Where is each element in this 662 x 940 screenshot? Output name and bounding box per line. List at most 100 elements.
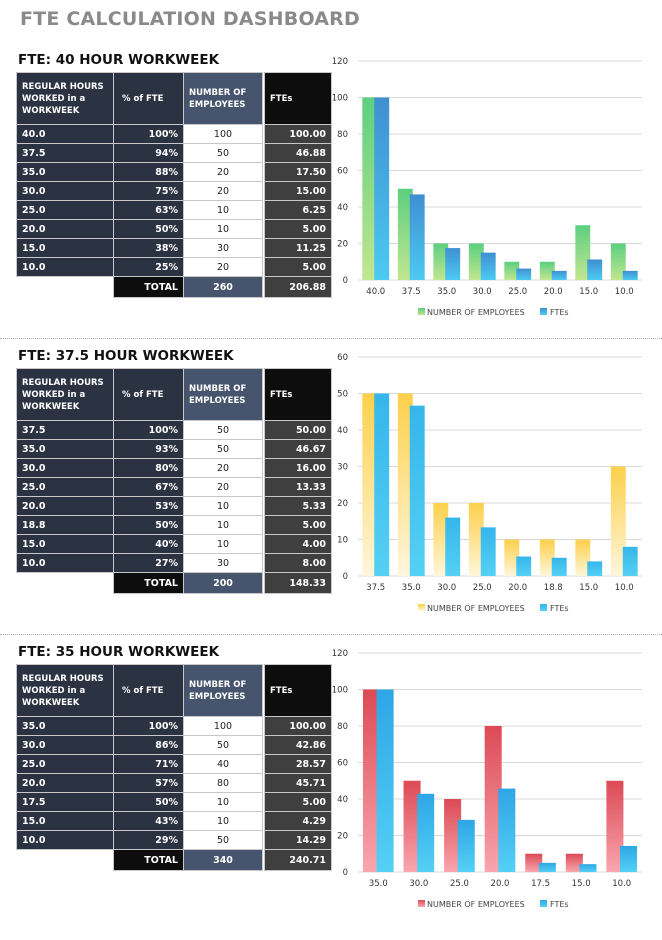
employees-cell[interactable]: 10 [183, 811, 263, 831]
employees-cell[interactable]: 40 [183, 754, 263, 774]
fte-bar [516, 556, 532, 576]
fte-bar [620, 845, 638, 872]
percent-cell: 50% [113, 515, 184, 535]
employees-cell[interactable]: 20 [183, 257, 263, 277]
fte-table: REGULAR HOURS WORKED in a WORKWEEK% of F… [16, 664, 332, 871]
hours-cell: 18.8 [16, 515, 114, 535]
fte-bar [376, 689, 394, 872]
y-tick-label: 100 [332, 94, 348, 104]
column-header: REGULAR HOURS WORKED in a WORKWEEK [16, 368, 114, 421]
y-tick-label: 60 [337, 353, 348, 363]
employees-cell[interactable]: 50 [183, 143, 263, 163]
employees-cell[interactable]: 30 [183, 238, 263, 258]
ftes-cell: 5.00 [264, 257, 332, 277]
ftes-cell: 11.25 [264, 238, 332, 258]
ftes-cell: 5.33 [264, 496, 332, 516]
gap [262, 773, 265, 793]
y-tick-label: 50 [337, 390, 348, 400]
gap [262, 849, 265, 871]
x-tick-label: 30.0 [409, 879, 428, 889]
gap [262, 276, 265, 298]
y-tick-label: 20 [337, 499, 348, 509]
employees-cell[interactable]: 20 [183, 477, 263, 497]
table-header-row: REGULAR HOURS WORKED in a WORKWEEK% of F… [16, 664, 332, 717]
employees-cell[interactable]: 100 [183, 124, 263, 144]
gap [262, 162, 265, 182]
employees-bar [610, 466, 626, 576]
employees-bar [403, 780, 421, 872]
x-tick-label: 20.0 [491, 879, 510, 889]
table-row: 10.0 29% 50 14.29 [16, 830, 332, 850]
fte-bar [457, 819, 475, 872]
percent-cell: 63% [113, 200, 184, 220]
gap [262, 238, 265, 258]
table-row: 37.5 94% 50 46.88 [16, 143, 332, 163]
hours-cell: 30.0 [16, 735, 114, 755]
section-title: FTE: 37.5 HOUR WORKWEEK [18, 348, 234, 364]
employees-cell[interactable]: 50 [183, 735, 263, 755]
ftes-cell: 13.33 [264, 477, 332, 497]
ftes-cell: 15.00 [264, 181, 332, 201]
employees-cell[interactable]: 80 [183, 773, 263, 793]
total-ftes: 148.33 [264, 572, 332, 594]
table-row: 17.5 50% 10 5.00 [16, 792, 332, 812]
legend-employees: NUMBER OF EMPLOYEES [427, 604, 525, 613]
employees-cell[interactable]: 100 [183, 716, 263, 736]
hours-cell: 25.0 [16, 200, 114, 220]
y-tick-label: 80 [337, 722, 348, 732]
percent-cell: 43% [113, 811, 184, 831]
percent-cell: 93% [113, 439, 184, 459]
employees-cell[interactable]: 10 [183, 219, 263, 239]
table-row: 35.0 100% 100 100.00 [16, 716, 332, 736]
employees-cell[interactable]: 20 [183, 458, 263, 478]
employees-bar [397, 393, 413, 576]
hours-cell: 10.0 [16, 257, 114, 277]
employees-cell[interactable]: 50 [183, 439, 263, 459]
ftes-cell: 42.86 [264, 735, 332, 755]
x-tick-label: 25.0 [508, 287, 527, 297]
employees-cell[interactable]: 50 [183, 830, 263, 850]
ftes-cell: 50.00 [264, 420, 332, 440]
percent-cell: 100% [113, 420, 184, 440]
table-row: 25.0 63% 10 6.25 [16, 200, 332, 220]
fte-bar [480, 252, 496, 280]
legend-employees-swatch [418, 308, 425, 315]
table-row: 10.0 27% 30 8.00 [16, 553, 332, 573]
y-tick-label: 20 [337, 832, 348, 842]
y-tick-label: 20 [337, 240, 348, 250]
employees-cell[interactable]: 20 [183, 181, 263, 201]
employees-cell[interactable]: 30 [183, 553, 263, 573]
legend-ftes-swatch [540, 308, 547, 315]
x-tick-label: 17.5 [531, 879, 550, 889]
fte-table: REGULAR HOURS WORKED in a WORKWEEK% of F… [16, 368, 332, 594]
bar-chart: 0 10 20 30 40 50 60 37.5 35.0 30.0 25.0 20.0 18.8 15.… [337, 353, 642, 613]
hours-cell: 10.0 [16, 553, 114, 573]
table-row: 35.0 93% 50 46.67 [16, 439, 332, 459]
bar-chart: 0 20 40 60 80 100 120 35.0 30.0 25.0 20.0 17.5 15.0 1… [332, 649, 642, 909]
y-tick-label: 60 [337, 759, 348, 769]
ftes-cell: 4.29 [264, 811, 332, 831]
y-tick-label: 0 [343, 276, 348, 286]
section-title: FTE: 35 HOUR WORKWEEK [18, 644, 220, 660]
blank [16, 572, 114, 594]
hours-cell: 25.0 [16, 754, 114, 774]
x-tick-label: 37.5 [402, 287, 421, 297]
employees-cell[interactable]: 10 [183, 200, 263, 220]
employees-cell[interactable]: 10 [183, 496, 263, 516]
employees-cell[interactable]: 20 [183, 162, 263, 182]
percent-cell: 88% [113, 162, 184, 182]
employees-cell[interactable]: 10 [183, 534, 263, 554]
y-tick-label: 120 [332, 649, 348, 659]
employees-cell[interactable]: 10 [183, 792, 263, 812]
employees-bar [539, 539, 555, 576]
employees-cell[interactable]: 50 [183, 420, 263, 440]
hours-cell: 17.5 [16, 792, 114, 812]
legend-employees-swatch [418, 900, 425, 907]
table-row: 30.0 80% 20 16.00 [16, 458, 332, 478]
employees-bar [525, 853, 543, 872]
employees-cell[interactable]: 10 [183, 515, 263, 535]
total-row: TOTAL 200 148.33 [16, 572, 332, 594]
total-ftes: 206.88 [264, 276, 332, 298]
gap [262, 572, 265, 594]
column-header: NUMBER OF EMPLOYEES [183, 664, 263, 717]
